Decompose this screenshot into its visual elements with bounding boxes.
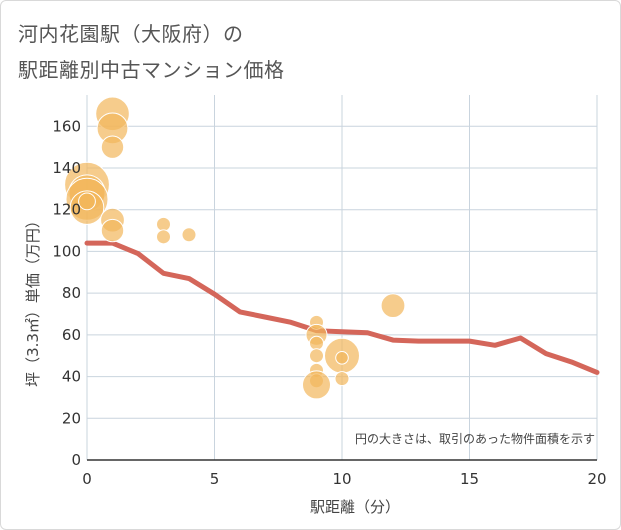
- y-tick-label: 120: [52, 201, 81, 219]
- bubble-point: [302, 370, 331, 400]
- bubble-point: [78, 192, 96, 211]
- bubble-point: [156, 229, 171, 245]
- bubble-point: [380, 293, 406, 319]
- y-tick-label: 40: [62, 368, 81, 386]
- bubble-point: [309, 348, 324, 364]
- x-tick-label: 15: [460, 470, 479, 488]
- bubble-point: [309, 335, 324, 351]
- y-tick-label: 160: [52, 117, 81, 135]
- chart-title-line-1: 河内花園駅（大阪府）の: [18, 22, 244, 46]
- x-tick-label: 5: [210, 470, 220, 488]
- tick-labels: 0 20 40 60 80 100 120 140 160 0 5 10 15 20: [52, 117, 606, 488]
- grid-lines: [86, 95, 598, 461]
- bubble-point: [335, 351, 349, 365]
- x-tick-label: 20: [587, 470, 606, 488]
- bubble-point: [334, 371, 350, 387]
- y-tick-label: 100: [52, 242, 81, 260]
- x-tick-label: 0: [82, 470, 92, 488]
- y-tick-label: 140: [52, 159, 81, 177]
- bubble-point: [100, 218, 125, 243]
- chart-title-line-2: 駅距離別中古マンション価格: [18, 58, 285, 82]
- y-tick-label: 60: [62, 326, 81, 344]
- size-annotation: 円の大きさは、取引のあった物件面積を示す: [355, 431, 595, 446]
- bubble-layer: [64, 96, 406, 400]
- average-price-line: [84, 240, 600, 375]
- average-line-layer: [84, 240, 600, 375]
- bubble-point: [181, 227, 197, 243]
- x-tick-label: 10: [332, 470, 351, 488]
- x-axis-label: 駅距離（分）: [310, 498, 400, 516]
- y-tick-label: 80: [62, 284, 81, 302]
- bubble-point: [100, 135, 125, 159]
- bubble-point: [156, 216, 171, 232]
- y-tick-label: 20: [62, 409, 81, 427]
- y-tick-label: 0: [71, 451, 81, 469]
- y-axis-label: 坪（3.3㎡）単価（万円）: [24, 213, 42, 387]
